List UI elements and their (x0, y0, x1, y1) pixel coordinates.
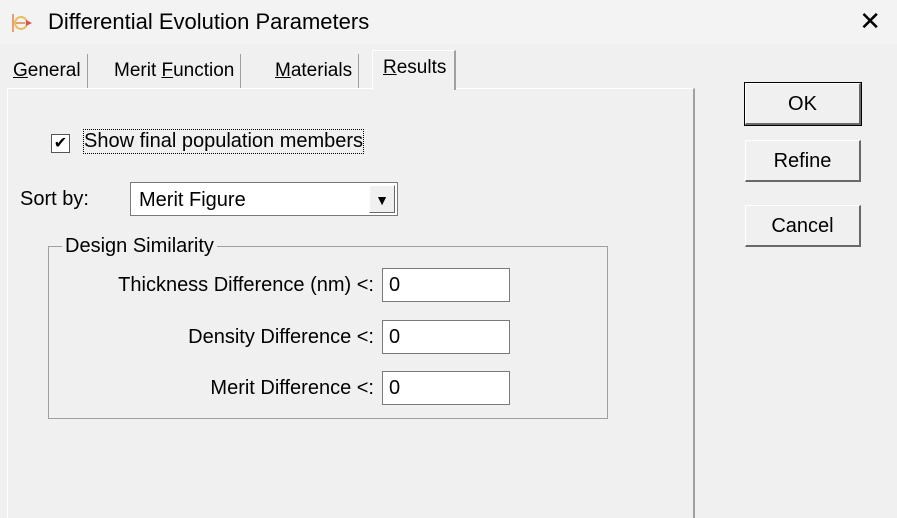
thickness-label: Thickness Difference (nm) <: (118, 274, 374, 296)
show-final-checkbox[interactable]: ✔ (51, 134, 70, 153)
tab-label: aterials (290, 60, 353, 81)
sort-by-value: Merit Figure (139, 189, 246, 211)
tab-mnemonic: M (275, 60, 291, 81)
app-icon (12, 14, 32, 32)
tab-results[interactable]: Results (372, 50, 457, 90)
tab-label: Merit (114, 60, 162, 81)
density-label: Density Difference <: (188, 326, 374, 348)
merit-input[interactable] (382, 371, 510, 405)
refine-button[interactable]: Refine (745, 140, 861, 182)
tab-mnemonic: G (13, 60, 28, 81)
sort-by-select[interactable]: Merit Figure ▼ (130, 182, 398, 216)
chevron-down-icon[interactable]: ▼ (369, 185, 395, 213)
window-title: Differential Evolution Parameters (48, 9, 370, 34)
tab-label: esults (396, 57, 447, 78)
merit-label: Merit Difference <: (210, 377, 374, 399)
design-similarity-title: Design Similarity (62, 235, 217, 258)
thickness-input[interactable] (382, 268, 510, 302)
show-final-label[interactable]: Show final population members (82, 129, 365, 154)
tab-mnemonic: R (383, 57, 397, 78)
tab-mnemonic: F (161, 60, 174, 81)
title-bar: Differential Evolution Parameters ✕ (0, 0, 897, 44)
results-panel (7, 88, 695, 518)
ok-button[interactable]: OK (744, 82, 862, 126)
tab-materials[interactable]: Materials (263, 54, 360, 88)
tab-label: eneral (27, 60, 81, 81)
tab-merit-function[interactable]: Merit Function (102, 54, 242, 88)
cancel-button[interactable]: Cancel (745, 205, 861, 247)
tab-label: unction (173, 60, 235, 81)
density-input[interactable] (382, 320, 510, 354)
close-icon[interactable]: ✕ (859, 6, 881, 36)
sort-by-label: Sort by: (20, 188, 89, 210)
design-similarity-group (48, 246, 608, 419)
tab-general[interactable]: General (7, 54, 88, 88)
